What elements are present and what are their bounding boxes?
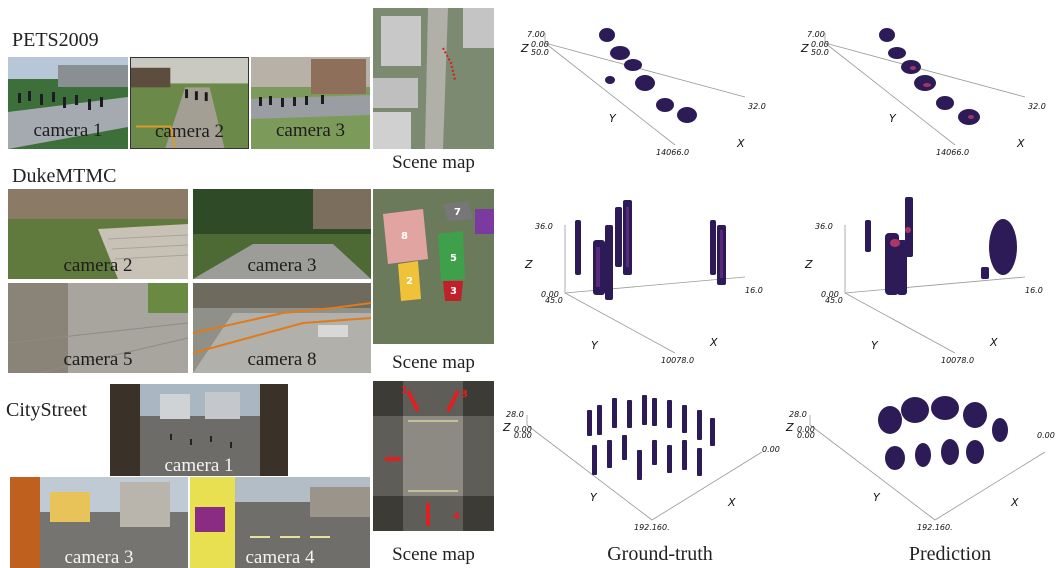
pets-scene-caption: Scene map bbox=[392, 152, 475, 173]
duke-camera-5-label: camera 5 bbox=[63, 349, 133, 370]
city-camera-1-label: camera 1 bbox=[164, 455, 234, 476]
gt3-axis-x: X bbox=[727, 496, 736, 509]
pets-camera-3-image: camera 3 bbox=[251, 57, 370, 149]
pets-camera-1-label: camera 1 bbox=[33, 120, 103, 141]
city-camera-4-label: camera 4 bbox=[245, 547, 315, 568]
duke-zone-7: 7 bbox=[454, 207, 461, 218]
pred1-y-start: 50.0 bbox=[811, 48, 829, 57]
gt3-y-end: 192.160. bbox=[634, 523, 670, 532]
pred2-x-end: 16.0 bbox=[1025, 286, 1043, 295]
duke-camera-2-image: camera 2 bbox=[8, 189, 188, 279]
pred3-x-end: 0.00 bbox=[1037, 431, 1055, 440]
pred1-y-end: 14066.0 bbox=[936, 148, 969, 157]
pred2-axis-x: X bbox=[989, 336, 998, 349]
gt2-z-top: 36.0 bbox=[535, 222, 553, 231]
duke-scene-caption: Scene map bbox=[392, 352, 475, 373]
duke-zone-3: 3 bbox=[450, 286, 457, 297]
pred1-axis-y: Y bbox=[889, 112, 897, 125]
duke-zone-8: 8 bbox=[401, 231, 408, 242]
duke-scene-map: 8 7 5 2 3 bbox=[373, 189, 494, 344]
pred3-axis-x: X bbox=[1010, 496, 1019, 509]
duke-camera-3-image: camera 3 bbox=[193, 189, 371, 279]
gt1-x-end: 32.0 bbox=[748, 102, 766, 111]
city-camera-3-image: camera 3 bbox=[10, 477, 188, 568]
gt3-z-top: 28.0 bbox=[506, 410, 524, 419]
gt2-axis-z: Z bbox=[524, 258, 533, 271]
gt3-z-zero: 0.00 bbox=[514, 425, 532, 434]
gt2-axis-x: X bbox=[709, 336, 718, 349]
dataset-label-pets2009: PETS2009 bbox=[12, 29, 99, 51]
gt1-axis-x: X bbox=[736, 137, 745, 150]
city-camera-1-image: camera 1 bbox=[110, 384, 288, 476]
gt2-axis-y: Y bbox=[591, 339, 599, 352]
pred2-axis-z: Z bbox=[804, 258, 813, 271]
pred1-axis-x: X bbox=[1016, 137, 1025, 150]
plot-gt-pets: 7.00 0.00 50.0 32.0 14066.0 Z Y X bbox=[505, 5, 775, 165]
city-scene-caption: Scene map bbox=[392, 544, 475, 565]
pred2-y-start: 45.0 bbox=[825, 296, 843, 305]
pred2-axis-y: Y bbox=[871, 339, 879, 352]
gt2-z-zero: 0.00 bbox=[541, 290, 559, 299]
city-scene-map: 1 3 4 bbox=[373, 381, 494, 531]
gt1-y-start: 50.0 bbox=[531, 48, 549, 57]
gt3-y-start: 0.00 bbox=[514, 431, 532, 440]
city-view-3: 3 bbox=[461, 389, 468, 400]
plot-pred-city: 28.0 0.00 0.00 0.00 192.160. Z Y X bbox=[775, 380, 1055, 540]
pred2-y-end: 10078.0 bbox=[941, 356, 974, 365]
city-camera-4-image: camera 4 bbox=[190, 477, 370, 568]
gt1-axis-z: Z bbox=[520, 42, 529, 55]
duke-zone-2: 2 bbox=[406, 276, 413, 287]
city-camera-3-label: camera 3 bbox=[64, 547, 134, 568]
gt1-y-end: 14066.0 bbox=[656, 148, 689, 157]
duke-zone-5: 5 bbox=[450, 253, 457, 264]
duke-camera-8-label: camera 8 bbox=[247, 349, 317, 370]
dataset-label-dukemtmc: DukeMTMC bbox=[12, 165, 117, 187]
pets-camera-2-image: camera 2 bbox=[130, 57, 249, 149]
duke-camera-3-label: camera 3 bbox=[247, 255, 317, 276]
plot-gt-duke: 36.0 0.00 45.0 16.0 10078.0 Z Y X bbox=[505, 185, 775, 365]
pred2-z-zero: 0.00 bbox=[821, 290, 839, 299]
gt1-z-top: 7.00 bbox=[527, 30, 545, 39]
duke-camera-2-label: camera 2 bbox=[63, 255, 133, 276]
pred3-z-zero: 0.00 bbox=[797, 425, 815, 434]
pred3-y-start: 0.00 bbox=[797, 431, 815, 440]
gt1-z-zero: 0.00 bbox=[531, 40, 549, 49]
pred1-axis-z: Z bbox=[800, 42, 809, 55]
pred3-axis-z: Z bbox=[785, 421, 794, 434]
plot-pred-pets: 7.00 0.00 50.0 32.0 14066.0 Z Y X bbox=[785, 5, 1055, 165]
caption-prediction: Prediction bbox=[908, 543, 992, 565]
gt3-axis-z: Z bbox=[502, 421, 511, 434]
duke-camera-8-image: camera 8 bbox=[193, 283, 371, 373]
gt2-x-end: 16.0 bbox=[745, 286, 763, 295]
pred2-z-top: 36.0 bbox=[815, 222, 833, 231]
pets-camera-1-image: camera 1 bbox=[8, 57, 128, 149]
pred1-z-zero: 0.00 bbox=[811, 40, 829, 49]
pets-camera-3-label: camera 3 bbox=[275, 120, 346, 141]
pred3-z-top: 28.0 bbox=[789, 410, 807, 419]
plot-gt-city: 28.0 0.00 0.00 0.00 192.160. Z Y X bbox=[492, 380, 780, 540]
pred3-axis-y: Y bbox=[873, 491, 881, 504]
caption-ground-truth: Ground-truth bbox=[607, 543, 713, 565]
pets-scene-map bbox=[373, 8, 494, 149]
pred1-x-end: 32.0 bbox=[1028, 102, 1046, 111]
gt3-axis-y: Y bbox=[590, 491, 598, 504]
duke-camera-5-image: camera 5 bbox=[8, 283, 188, 373]
city-view-1: 1 bbox=[401, 385, 408, 396]
pets-camera-2-label: camera 2 bbox=[154, 121, 225, 142]
plot-pred-duke: 36.0 0.00 45.0 16.0 10078.0 Z Y X bbox=[785, 185, 1055, 365]
gt2-y-start: 45.0 bbox=[545, 296, 563, 305]
dataset-label-citystreet: CityStreet bbox=[6, 399, 88, 421]
pred1-z-top: 7.00 bbox=[807, 30, 825, 39]
gt2-y-end: 10078.0 bbox=[661, 356, 694, 365]
city-view-4: 4 bbox=[453, 511, 460, 522]
gt3-x-end: 0.00 bbox=[762, 445, 780, 454]
gt1-axis-y: Y bbox=[609, 112, 617, 125]
pred3-y-end: 192.160. bbox=[917, 523, 953, 532]
